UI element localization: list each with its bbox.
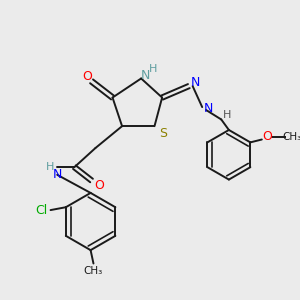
Text: O: O xyxy=(262,130,272,143)
Text: O: O xyxy=(82,70,92,83)
Text: H: H xyxy=(223,110,231,120)
Text: N: N xyxy=(52,168,62,181)
Text: N: N xyxy=(191,76,200,89)
Text: H: H xyxy=(148,64,157,74)
Text: O: O xyxy=(94,179,104,192)
Text: CH₃: CH₃ xyxy=(84,266,103,276)
Text: H: H xyxy=(46,162,55,172)
Text: Cl: Cl xyxy=(35,204,47,217)
Text: N: N xyxy=(141,69,151,82)
Text: CH₃: CH₃ xyxy=(283,132,300,142)
Text: S: S xyxy=(159,127,167,140)
Text: N: N xyxy=(204,103,214,116)
